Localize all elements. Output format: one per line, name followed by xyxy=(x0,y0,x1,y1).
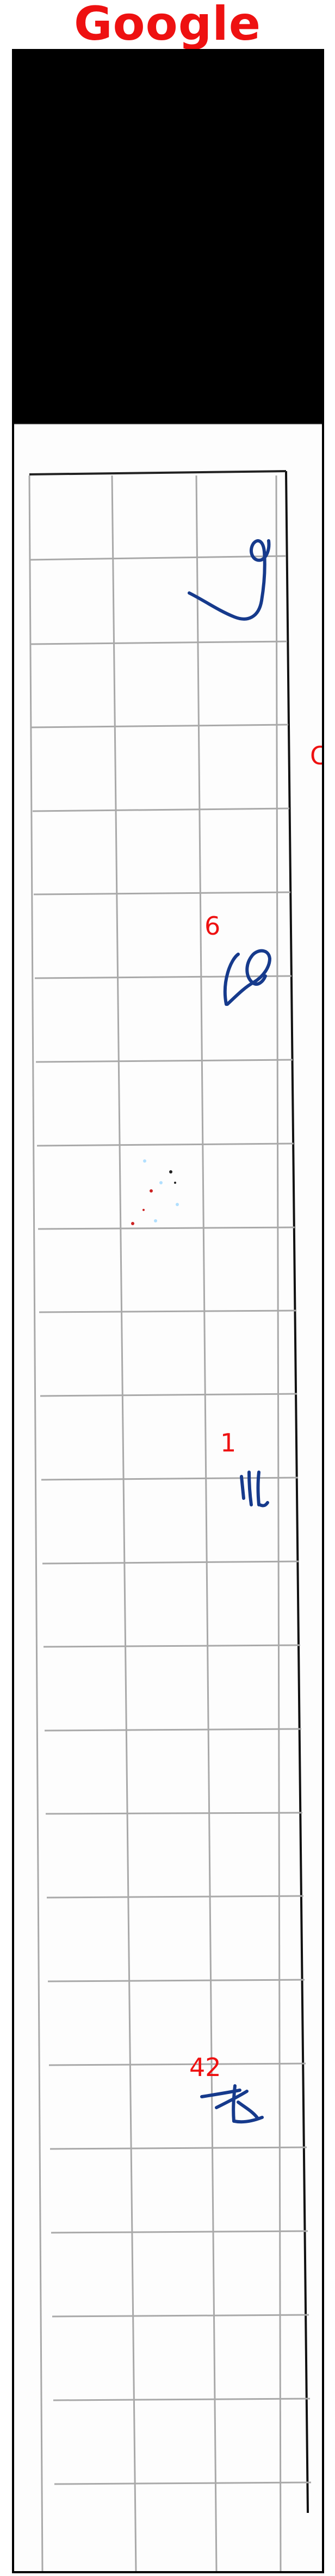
annotation-6: 6 xyxy=(204,911,221,941)
document-frame: C 6 1 42 xyxy=(12,49,324,2573)
page-title: Google xyxy=(73,0,262,51)
annotation-1: 1 xyxy=(220,1428,237,1457)
grid-paper xyxy=(14,424,322,2571)
grid-lines xyxy=(14,423,322,2571)
annotation-42: 42 xyxy=(189,2053,221,2082)
handwritten-12-icon xyxy=(200,2084,264,2124)
handwritten-9-icon xyxy=(188,539,271,621)
annotation-c: C xyxy=(310,743,322,768)
handwritten-11-icon xyxy=(240,1471,269,1508)
redaction-block xyxy=(14,51,322,424)
handwritten-10-icon xyxy=(223,949,271,1006)
